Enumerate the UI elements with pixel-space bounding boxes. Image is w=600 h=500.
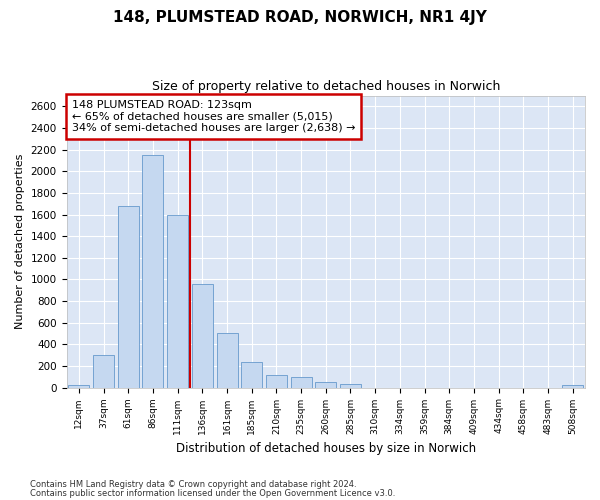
- Bar: [118, 206, 139, 388]
- Text: 148, PLUMSTEAD ROAD, NORWICH, NR1 4JY: 148, PLUMSTEAD ROAD, NORWICH, NR1 4JY: [113, 10, 487, 25]
- Y-axis label: Number of detached properties: Number of detached properties: [15, 154, 25, 329]
- Bar: [93, 355, 114, 388]
- Bar: [340, 384, 361, 388]
- Text: Contains public sector information licensed under the Open Government Licence v3: Contains public sector information licen…: [30, 488, 395, 498]
- Bar: [241, 362, 262, 388]
- Text: 148 PLUMSTEAD ROAD: 123sqm
← 65% of detached houses are smaller (5,015)
34% of s: 148 PLUMSTEAD ROAD: 123sqm ← 65% of deta…: [72, 100, 355, 133]
- Bar: [192, 284, 213, 388]
- Bar: [266, 374, 287, 388]
- Title: Size of property relative to detached houses in Norwich: Size of property relative to detached ho…: [152, 80, 500, 93]
- X-axis label: Distribution of detached houses by size in Norwich: Distribution of detached houses by size …: [176, 442, 476, 455]
- Bar: [290, 377, 311, 388]
- Bar: [167, 214, 188, 388]
- Bar: [315, 382, 336, 388]
- Bar: [142, 155, 163, 388]
- Bar: [562, 385, 583, 388]
- Bar: [217, 333, 238, 388]
- Text: Contains HM Land Registry data © Crown copyright and database right 2024.: Contains HM Land Registry data © Crown c…: [30, 480, 356, 489]
- Bar: [68, 385, 89, 388]
